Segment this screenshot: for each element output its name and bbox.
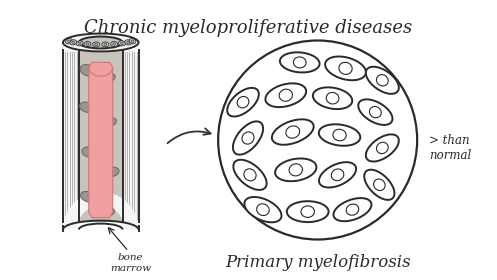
Text: bone
marrow: bone marrow (110, 253, 151, 273)
Ellipse shape (279, 89, 292, 101)
Ellipse shape (233, 160, 267, 190)
Ellipse shape (319, 124, 360, 146)
Ellipse shape (76, 41, 83, 46)
Ellipse shape (376, 142, 388, 154)
Ellipse shape (70, 40, 77, 45)
Ellipse shape (333, 129, 346, 141)
Ellipse shape (275, 158, 317, 181)
FancyBboxPatch shape (79, 48, 123, 221)
Ellipse shape (287, 201, 329, 222)
Ellipse shape (242, 132, 254, 144)
Ellipse shape (289, 164, 303, 176)
Ellipse shape (364, 170, 395, 200)
Ellipse shape (331, 169, 344, 181)
Ellipse shape (293, 57, 306, 68)
Ellipse shape (333, 198, 371, 221)
Ellipse shape (104, 43, 107, 46)
Ellipse shape (92, 42, 99, 47)
Ellipse shape (245, 197, 281, 222)
Ellipse shape (339, 62, 352, 74)
Ellipse shape (131, 40, 134, 43)
Polygon shape (89, 62, 113, 218)
Ellipse shape (94, 43, 97, 46)
Ellipse shape (111, 41, 118, 46)
Ellipse shape (326, 92, 339, 104)
Text: Primary myelofibrosis: Primary myelofibrosis (225, 255, 411, 271)
Ellipse shape (72, 41, 75, 44)
Ellipse shape (81, 192, 95, 202)
Ellipse shape (78, 42, 81, 45)
Ellipse shape (63, 34, 139, 52)
Ellipse shape (286, 126, 300, 138)
Ellipse shape (319, 162, 356, 188)
Ellipse shape (237, 97, 249, 108)
Ellipse shape (374, 179, 385, 191)
Ellipse shape (102, 73, 115, 82)
Ellipse shape (346, 204, 359, 215)
Ellipse shape (80, 102, 94, 112)
Ellipse shape (369, 106, 381, 118)
Ellipse shape (103, 208, 115, 216)
Ellipse shape (79, 36, 123, 48)
FancyBboxPatch shape (123, 50, 137, 221)
Ellipse shape (68, 40, 71, 43)
Ellipse shape (280, 52, 320, 73)
Ellipse shape (265, 83, 306, 107)
Text: > than
normal: > than normal (429, 134, 471, 162)
Ellipse shape (256, 204, 269, 216)
Ellipse shape (125, 40, 132, 45)
Text: Chronic myeloproliferative diseases: Chronic myeloproliferative diseases (84, 18, 412, 37)
Ellipse shape (129, 39, 136, 44)
Ellipse shape (66, 39, 73, 44)
Wedge shape (63, 192, 139, 230)
Ellipse shape (102, 42, 109, 47)
Ellipse shape (127, 41, 130, 44)
Ellipse shape (358, 99, 393, 125)
Ellipse shape (325, 57, 366, 80)
Ellipse shape (313, 87, 352, 109)
Ellipse shape (84, 41, 91, 46)
Ellipse shape (82, 147, 96, 157)
Ellipse shape (366, 67, 399, 94)
Ellipse shape (113, 43, 116, 45)
Ellipse shape (244, 169, 256, 181)
Ellipse shape (272, 119, 314, 145)
Ellipse shape (106, 167, 119, 176)
FancyArrowPatch shape (167, 129, 211, 143)
Ellipse shape (80, 64, 95, 76)
Ellipse shape (86, 43, 89, 45)
Ellipse shape (366, 134, 399, 162)
Ellipse shape (227, 88, 259, 116)
Ellipse shape (376, 75, 388, 86)
FancyBboxPatch shape (63, 50, 77, 221)
Ellipse shape (301, 206, 315, 217)
Circle shape (218, 41, 417, 239)
Ellipse shape (118, 41, 125, 46)
Ellipse shape (105, 118, 116, 126)
Ellipse shape (233, 121, 263, 155)
Ellipse shape (120, 42, 123, 45)
